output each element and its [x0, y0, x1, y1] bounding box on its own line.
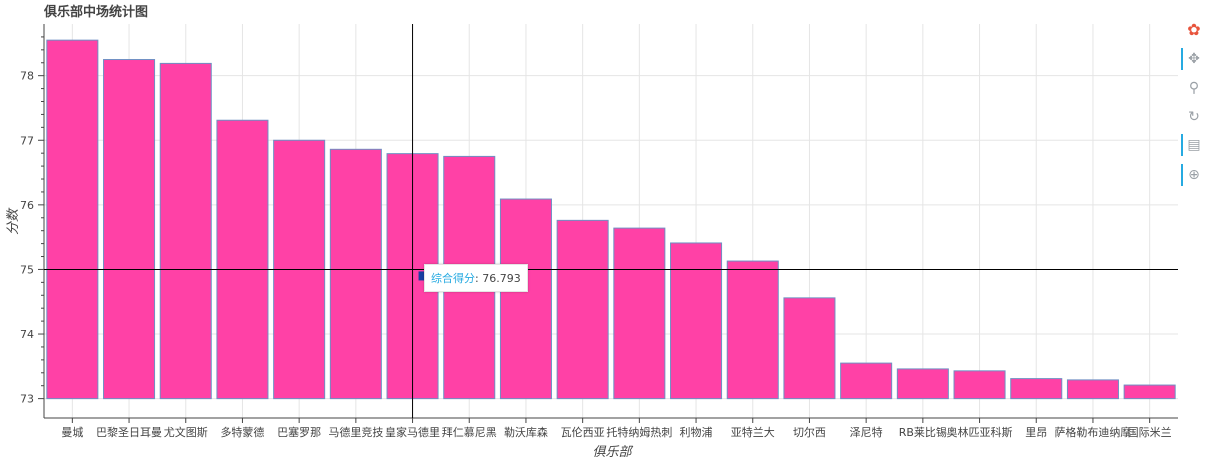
bar[interactable]	[953, 370, 1006, 400]
hover-tooltip: 综合得分: 76.793	[424, 264, 528, 292]
x-tick-label: RB莱比锡	[899, 425, 947, 439]
hover-tool-icon[interactable]: ▤	[1181, 134, 1205, 156]
crosshair-tool-icon[interactable]: ⊕	[1181, 164, 1205, 186]
x-tick-label: 拜仁慕尼黑	[442, 425, 497, 439]
bar[interactable]	[103, 59, 156, 400]
y-tick-label: 75	[20, 263, 34, 276]
x-tick-label: 切尔西	[793, 426, 826, 439]
x-tick-label: 巴黎圣日耳曼	[96, 425, 162, 439]
tooltip-marker	[418, 271, 426, 281]
bar[interactable]	[613, 227, 666, 400]
tooltip-separator: :	[475, 272, 483, 285]
wheel-zoom-tool-icon[interactable]: ⚲	[1188, 80, 1200, 96]
bar[interactable]	[499, 198, 552, 400]
x-tick-label: 瓦伦西亚	[561, 425, 605, 439]
x-tick-label: 里昂	[1025, 426, 1047, 439]
x-tick-label: 亚特兰大	[731, 425, 775, 439]
x-tick-label: 利物浦	[680, 425, 713, 439]
y-tick-label: 73	[20, 393, 34, 406]
bar[interactable]	[1066, 379, 1119, 400]
bar[interactable]	[1010, 378, 1063, 400]
x-tick-label: 勒沃库森	[504, 425, 548, 439]
tooltip-value: 76.793	[482, 272, 521, 285]
bar[interactable]	[783, 297, 836, 400]
y-axis-label: 分数	[6, 207, 21, 235]
x-tick-label: 国际米兰	[1128, 426, 1172, 439]
bar[interactable]	[46, 39, 99, 400]
x-tick-label: 皇家马德里	[385, 425, 440, 439]
x-tick-label: 托特纳姆热刺	[606, 425, 672, 439]
bar[interactable]	[670, 242, 723, 400]
grid-lines	[44, 24, 1178, 418]
crosshair	[44, 24, 1178, 418]
bar[interactable]	[329, 148, 382, 400]
y-tick-label: 74	[20, 328, 34, 341]
bar[interactable]	[216, 119, 269, 400]
chart-title: 俱乐部中场统计图	[43, 4, 148, 20]
y-tick-label: 76	[20, 199, 34, 212]
y-tick-labels: 73 74 75 76 77 78	[20, 36, 44, 406]
bar[interactable]	[159, 62, 212, 400]
x-tick-label: 奥林匹亚科斯	[947, 425, 1013, 439]
x-tick-label: 多特蒙德	[220, 425, 264, 439]
chart-toolbar: ✿ ✥ ⚲ ↻ ▤ ⊕	[1179, 18, 1207, 198]
x-tick-label: 萨格勒布迪纳摩	[1054, 425, 1131, 439]
bars-group	[46, 39, 1176, 400]
bar[interactable]	[896, 368, 949, 400]
bar[interactable]	[556, 219, 609, 400]
x-axis-label: 俱乐部	[592, 445, 633, 460]
x-tick-label: 泽尼特	[850, 425, 883, 439]
x-tick-labels: 曼城 巴黎圣日耳曼 尤文图斯 多特蒙德 巴塞罗那 马德里竞技 皇家马德里 拜仁慕尼黑 勒沃库森瓦…	[61, 418, 1172, 439]
y-tick-label: 78	[20, 70, 34, 83]
bokeh-logo-icon: ✿	[1187, 19, 1201, 39]
axes	[43, 24, 1178, 419]
tooltip-label: 综合得分	[431, 272, 475, 285]
bar[interactable]	[840, 362, 893, 400]
pan-tool-icon[interactable]: ✥	[1181, 48, 1205, 70]
reset-tool-icon[interactable]: ↻	[1188, 109, 1200, 125]
x-tick-label: 马德里竞技	[328, 425, 383, 439]
bar[interactable]	[726, 260, 779, 400]
bar[interactable]	[1123, 384, 1176, 400]
y-tick-label: 77	[20, 134, 34, 147]
x-tick-label: 曼城	[61, 426, 83, 439]
x-tick-label: 尤文图斯	[164, 425, 208, 439]
x-tick-label: 巴塞罗那	[277, 425, 321, 439]
